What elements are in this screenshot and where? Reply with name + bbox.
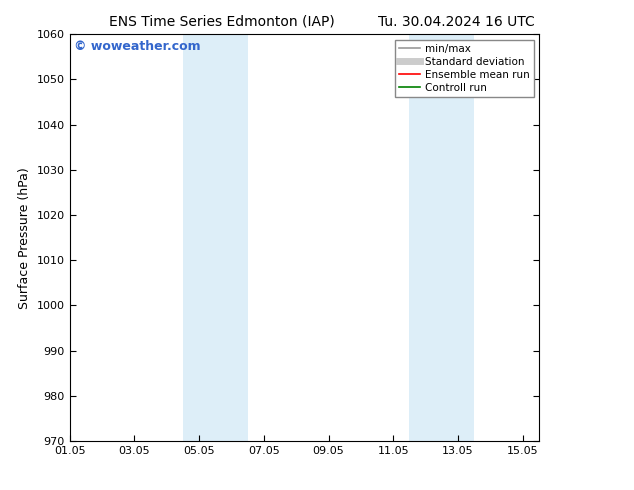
Legend: min/max, Standard deviation, Ensemble mean run, Controll run: min/max, Standard deviation, Ensemble me… xyxy=(394,40,534,97)
Text: ENS Time Series Edmonton (IAP): ENS Time Series Edmonton (IAP) xyxy=(109,15,335,29)
Text: © woweather.com: © woweather.com xyxy=(74,40,201,53)
Bar xyxy=(410,34,474,441)
Y-axis label: Surface Pressure (hPa): Surface Pressure (hPa) xyxy=(18,167,31,309)
Text: Tu. 30.04.2024 16 UTC: Tu. 30.04.2024 16 UTC xyxy=(378,15,535,29)
Bar xyxy=(183,34,248,441)
